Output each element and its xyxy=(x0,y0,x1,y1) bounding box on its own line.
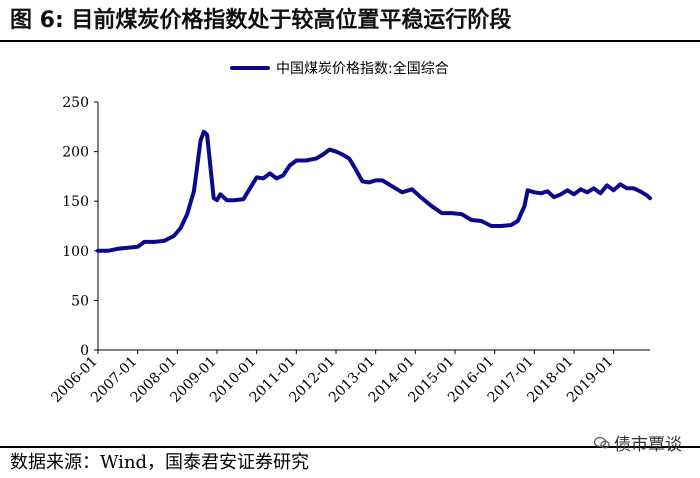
legend-label: 中国煤炭价格指数:全国综合 xyxy=(276,60,449,77)
line-chart: 0501001502002502006-012007-012008-012009… xyxy=(48,60,652,406)
figure-title: 图 6: 目前煤炭价格指数处于较高位置平稳运行阶段 xyxy=(10,8,512,33)
y-tick-label: 250 xyxy=(62,95,89,111)
source-note: 数据来源：Wind，国泰君安证券研究 xyxy=(10,452,310,473)
y-tick-label: 100 xyxy=(62,244,89,260)
watermark: 债市覃谈 xyxy=(594,430,682,455)
y-tick-label: 0 xyxy=(80,343,89,359)
y-tick-label: 50 xyxy=(71,293,89,309)
bottom-rule xyxy=(0,446,700,448)
top-rule xyxy=(0,40,700,42)
y-tick-label: 150 xyxy=(62,194,89,210)
chat-bubble-icon xyxy=(594,436,610,448)
y-tick-label: 200 xyxy=(62,145,89,161)
series-line-0 xyxy=(96,129,652,253)
watermark-text: 债市覃谈 xyxy=(614,435,682,455)
